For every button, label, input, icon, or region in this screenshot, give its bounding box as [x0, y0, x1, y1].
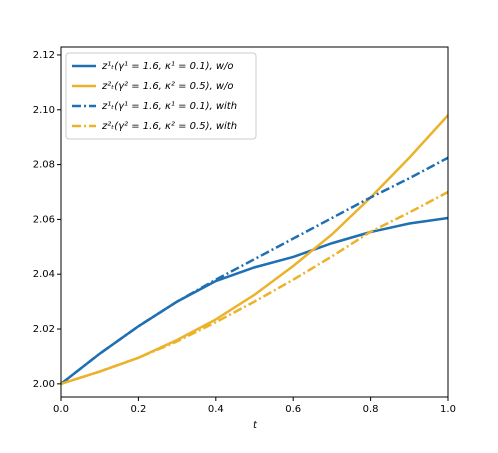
legend-box: [65, 52, 257, 140]
line: [60, 190, 449, 386]
y-tick-label: 2.00: [33, 379, 55, 390]
x-tick-label: 0.2: [130, 404, 146, 415]
y-tick-label: 2.02: [33, 324, 55, 335]
legend-label: z²ₜ(γ² = 1.6, κ² = 0.5), with: [101, 121, 237, 132]
legend-label: z¹ₜ(γ¹ = 1.6, κ¹ = 0.1), w/o: [101, 61, 234, 72]
x-tick-label: 0.0: [53, 404, 69, 415]
x-tick-label: 0.4: [208, 404, 224, 415]
line: [60, 156, 449, 385]
y-tick-label: 2.12: [33, 50, 55, 61]
x-tick-label: 1.0: [440, 404, 456, 415]
line: [60, 114, 449, 386]
y-tick-label: 2.06: [33, 214, 55, 225]
x-tick-label: 0.6: [285, 404, 301, 415]
plot-frame: [60, 46, 449, 398]
legend-label: z²ₜ(γ² = 1.6, κ² = 0.5), w/o: [101, 81, 234, 92]
y-tick-label: 2.04: [33, 269, 55, 280]
y-tick-label: 2.10: [33, 105, 55, 116]
x-axis-label: t: [253, 420, 258, 431]
x-tick-label: 0.8: [363, 404, 379, 415]
y-tick-label: 2.08: [33, 160, 55, 171]
legend-label: z¹ₜ(γ¹ = 1.6, κ¹ = 0.1), with: [101, 101, 237, 112]
